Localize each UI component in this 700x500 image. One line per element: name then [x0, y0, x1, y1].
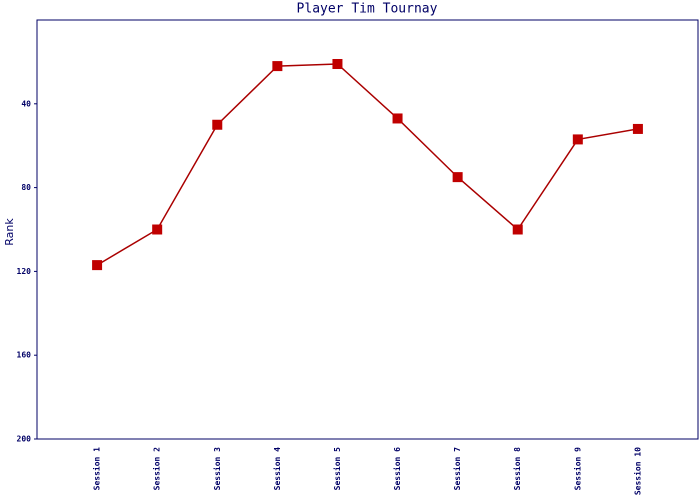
x-tick-label: Session 6	[392, 447, 402, 491]
x-tick-label: Session 5	[332, 447, 342, 491]
y-axis-label: Rank	[3, 218, 16, 246]
x-tick-label: Session 7	[452, 447, 462, 491]
y-tick-label: 160	[17, 351, 32, 360]
point-marker	[92, 260, 103, 271]
y-tick-label: 80	[21, 183, 31, 192]
x-tick-label: Session 10	[632, 447, 642, 495]
y-tick-label: 200	[17, 435, 32, 444]
x-tick-label: Session 4	[272, 447, 282, 491]
point-marker	[512, 224, 523, 235]
x-tick-label: Session 8	[512, 447, 522, 491]
point-marker	[332, 58, 343, 69]
point-marker	[272, 61, 283, 72]
x-tick-label: Session 2	[152, 447, 162, 491]
point-marker	[572, 134, 583, 145]
y-tick-label: 40	[21, 99, 31, 108]
point-marker	[452, 172, 463, 183]
point-marker	[152, 224, 163, 235]
point-marker	[212, 119, 223, 130]
point-marker	[632, 123, 643, 134]
x-tick-label: Session 3	[212, 447, 222, 491]
y-tick-label: 120	[17, 267, 32, 276]
series-line	[96, 63, 639, 266]
plot-frame	[36, 19, 699, 440]
x-tick-label: Session 9	[572, 447, 582, 491]
x-tick-label: Session 1	[92, 447, 102, 491]
chart-title: Player Tim Tournay	[297, 2, 438, 17]
point-marker	[392, 113, 403, 124]
